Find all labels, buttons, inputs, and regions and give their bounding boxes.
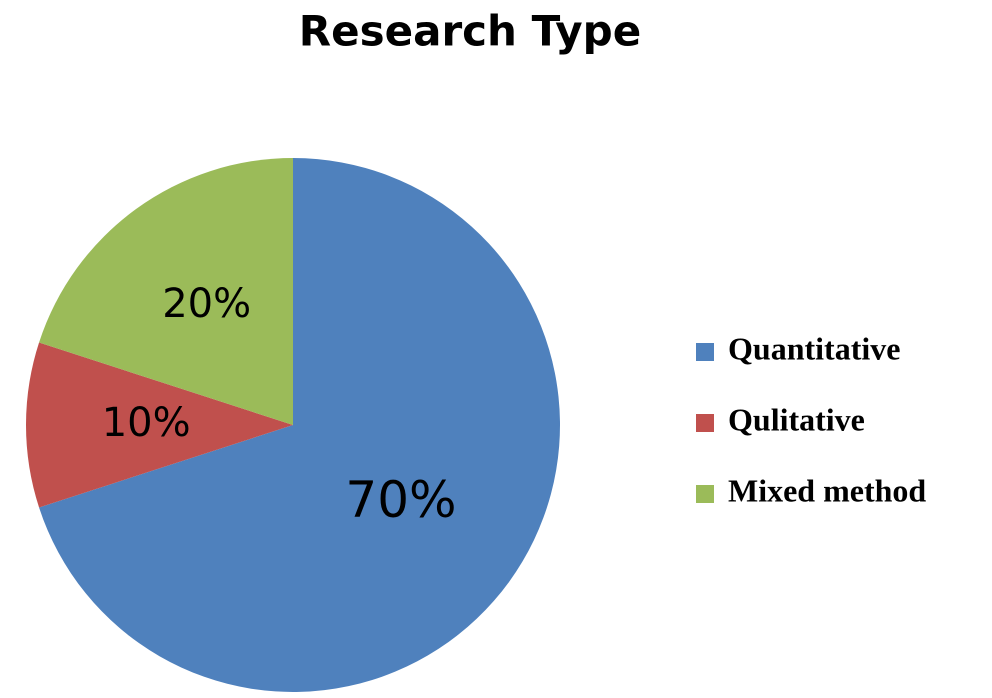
value-label: 10%: [102, 400, 191, 446]
legend-swatch: [696, 343, 714, 361]
legend-label: Qulitative: [728, 401, 865, 437]
value-label: 20%: [162, 281, 251, 327]
legend-swatch: [696, 485, 714, 503]
legend-label: Quantitative: [728, 330, 900, 366]
value-label: 70%: [345, 471, 456, 529]
pie-slice: [25, 342, 293, 508]
legend-label: Mixed method: [728, 472, 926, 508]
legend-swatch: [696, 414, 714, 432]
chart-title: Research Type: [299, 7, 641, 56]
pie-slice: [39, 158, 294, 425]
pie-slice: [39, 158, 560, 692]
